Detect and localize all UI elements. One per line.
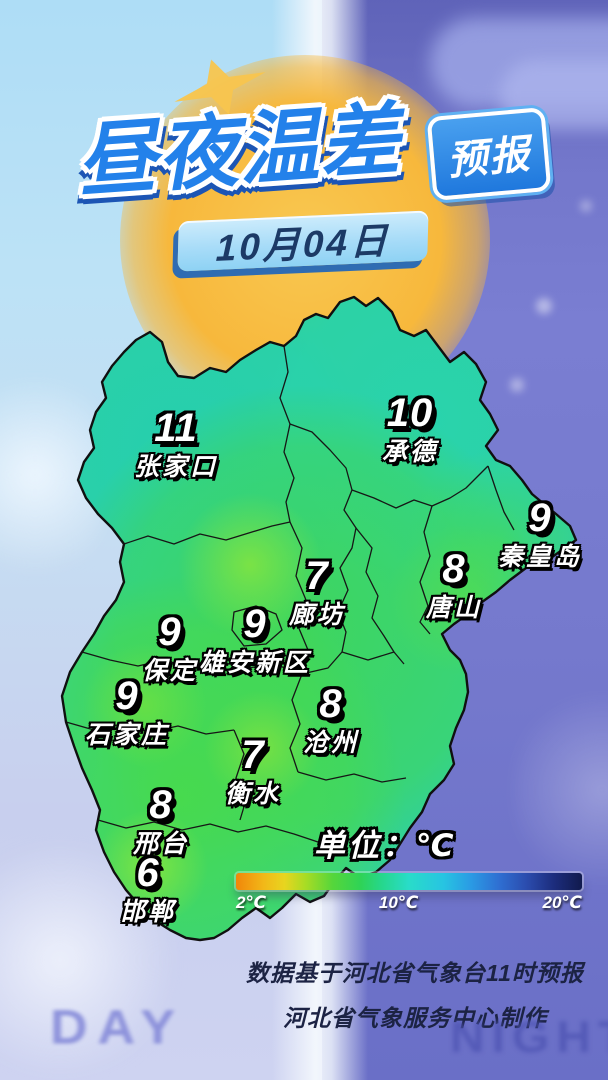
city-label: 10 承德 [382,393,438,465]
credit-line-1: 数据基于河北省气象台11时预报 [246,960,584,986]
city-temp-diff-value: 9 [243,602,267,646]
city-label: 9 秦皇岛 [498,498,582,570]
city-name: 衡水 [224,780,282,808]
city-name: 邯郸 [119,898,177,926]
city-name: 沧州 [302,729,360,757]
legend-ticks: 2℃ 10℃ 20℃ [236,893,582,915]
credit-line-2: 河北省气象服务中心制作 [283,1005,547,1031]
city-label: 9 石家庄 [85,676,169,748]
legend-tick: 20℃ [542,893,583,912]
province-outline [60,295,578,942]
legend-gradient-bar [236,873,582,890]
city-label: 11 张家口 [134,408,218,480]
city-name: 廊坊 [288,601,346,629]
city-name: 秦皇岛 [497,543,583,571]
star-icon [510,378,524,392]
city-label: 7 廊坊 [289,556,345,628]
city-label: 9 雄安新区 [199,604,311,676]
legend-tick: 10℃ [378,893,419,912]
city-name: 张家口 [133,453,219,481]
city-temp-diff-value: 7 [305,554,329,598]
city-temp-diff-value: 9 [158,610,182,654]
legend-unit-label: 单位：℃ [314,828,457,863]
city-label: 8 唐山 [426,549,482,621]
city-name: 雄安新区 [198,649,312,677]
city-label: 7 衡水 [225,735,281,807]
city-label: 6 邯郸 [120,853,176,925]
page-title: 昼夜温差 [73,94,404,207]
city-label: 9 保定 [142,612,198,684]
legend-tick: 2℃ [236,893,267,912]
city-temp-diff-value: 9 [115,674,139,718]
city-temp-diff-value: 8 [319,682,343,726]
city-name: 石家庄 [84,721,170,749]
legend: 2℃ 10℃ 20℃ [236,873,582,915]
city-name: 承德 [381,438,439,466]
city-temp-diff-value: 8 [442,547,466,591]
city-name: 邢台 [132,830,190,858]
night-label: NIGHT [450,1013,608,1062]
star-icon [580,200,592,212]
city-temp-diff-value: 7 [241,733,265,777]
city-temp-diff-value: 6 [136,851,160,895]
city-name: 保定 [141,657,199,685]
prefecture-borders [65,345,515,843]
city-temp-diff-value: 8 [149,783,173,827]
city-label: 8 沧州 [303,684,359,756]
star-icon [536,298,552,314]
city-name: 唐山 [425,594,483,622]
forecast-badge: 预报 [426,107,552,201]
day-label: DAY [50,1001,186,1055]
city-temp-diff-value: 10 [386,391,434,435]
city-temp-diff-value: 11 [154,406,198,450]
city-label: 8 邢台 [133,785,189,857]
city-temp-diff-value: 9 [528,496,552,540]
